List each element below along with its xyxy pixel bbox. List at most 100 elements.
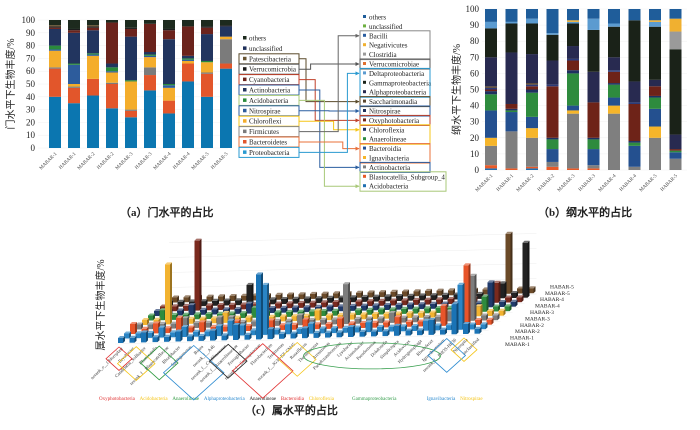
link-chloroflexi xyxy=(299,120,360,132)
bar3d-habar-4 xyxy=(367,299,374,307)
bar-segment-actinobacteria xyxy=(669,158,682,170)
bar-segment-ignavibacteria xyxy=(485,137,497,146)
row-label: MABAR-2 xyxy=(515,329,540,335)
bar3d-mabar-5 xyxy=(269,297,277,305)
caption-a: （a）门水平的占比 xyxy=(120,205,214,219)
bar3d-habar-1 xyxy=(331,326,338,334)
bar-segment-bacteroidia xyxy=(546,149,559,162)
legend-label: Bacilli xyxy=(369,32,388,40)
bar3d-mabar-5 xyxy=(499,281,507,299)
bar-segment-gammaproteobacteria xyxy=(669,49,682,135)
bar-segment-cyanobacteria xyxy=(144,23,156,52)
bar-segment-acidobacteria xyxy=(49,45,61,50)
legend-swatch xyxy=(363,62,366,65)
legend-label: Proteobacteria xyxy=(249,149,290,157)
legend-swatch xyxy=(363,80,366,84)
bar-segment-anaerolineae xyxy=(567,73,579,106)
bar3d-mabar-1 xyxy=(164,334,171,342)
bar-segment-acidobacteria xyxy=(125,80,137,82)
legend-swatch xyxy=(363,15,366,18)
bar-segment-actinobacteria xyxy=(49,28,61,46)
bar-segment-verrucomicrobia xyxy=(87,26,99,28)
bar-segment-bacteroidia xyxy=(526,116,538,129)
bar-segment-oxyphotobacteria xyxy=(587,102,600,138)
bar-segment-oxyphotobacteria xyxy=(628,103,641,142)
bar-segment-others xyxy=(220,20,232,26)
legend-group-box xyxy=(359,30,431,61)
bar3d-habar-1 xyxy=(181,325,189,337)
bar-segment-nitrospirae xyxy=(182,59,194,61)
bar-segment-anaerolineae xyxy=(546,139,559,150)
y-axis-label: 门水平下生物丰度/% xyxy=(4,38,17,129)
bar-segment-deltaproteobacteria xyxy=(587,18,600,30)
bar3d-mabar-1 xyxy=(440,327,447,335)
bar3d-habar-1 xyxy=(308,321,315,334)
bar-segment-ignavibacteria xyxy=(526,128,538,138)
legend-swatch xyxy=(363,184,366,188)
bar-segment-nitrospira xyxy=(485,87,497,90)
bar-segment-actinobacteria xyxy=(485,145,497,166)
bar3d-mabar-1 xyxy=(371,329,378,337)
caption-c: （c）属水平的占比 xyxy=(245,403,338,417)
bar-segment-actinobacteria xyxy=(567,113,579,169)
bar-segment-nitrospirae xyxy=(49,49,61,51)
bar-segment-oxyphotobacteria xyxy=(526,86,538,90)
bar-segment-bacteroidetes xyxy=(87,78,99,96)
x-tick-label: HABAR-4 xyxy=(619,174,638,193)
bar-segment-blastocatellia_subgroup_4 xyxy=(587,168,600,170)
legend-label: Cyanobacteria xyxy=(249,76,290,84)
group-outline xyxy=(208,343,248,379)
bar3d-mabar-1 xyxy=(210,328,217,341)
bar-segment-saccharimonadia xyxy=(526,83,538,85)
bar-segment-nitrospira xyxy=(526,84,538,87)
legend-label: Bacteroidetes xyxy=(249,139,287,147)
legend-swatch xyxy=(363,109,366,112)
bar3d-habar-1 xyxy=(285,322,292,335)
bar-segment-bacteroidetes xyxy=(49,68,61,97)
bar-segment-chloroflexi xyxy=(182,60,194,64)
bar3d-mabar-1 xyxy=(359,329,367,337)
bar-segment-actinobacteria xyxy=(505,131,518,169)
legend-swatch xyxy=(363,71,366,75)
bar-segment-alphaproteobacteria xyxy=(669,134,682,150)
bar3d-habar-1 xyxy=(457,282,465,330)
bar-segment-nitrospira xyxy=(567,58,579,61)
legend-swatch xyxy=(243,88,247,92)
bar3d-mabar-1 xyxy=(302,326,309,339)
legend-group-box xyxy=(359,124,431,145)
bar-segment-alphaproteobacteria xyxy=(608,57,620,71)
bar-segment-verrucomicrobia xyxy=(49,26,61,28)
legend-label: Firmicutes xyxy=(249,128,279,136)
bar-segment-chloroflexia xyxy=(505,108,518,111)
bar-segment-gammaproteobacteria xyxy=(505,23,518,53)
legend-label: others xyxy=(369,14,386,22)
bar3d-habar-2 xyxy=(469,273,477,321)
bar-segment-acidobacteria xyxy=(68,63,80,65)
floor-gridline xyxy=(114,334,483,345)
bar-segment-actinobacteria xyxy=(125,36,137,81)
legend-swatch xyxy=(243,140,247,144)
bar3d-mabar-2 xyxy=(337,316,344,329)
bar-segment-actinobacteria xyxy=(68,32,80,64)
y-tick-label: 30 xyxy=(26,105,36,115)
bar-segment-chloroflexi xyxy=(49,50,61,68)
bar3d-habar-5 xyxy=(287,292,294,300)
legend-swatch xyxy=(363,118,366,122)
bar-segment-others xyxy=(125,20,137,28)
bar-segment-others xyxy=(485,9,497,22)
bar3d-mabar-5 xyxy=(304,296,311,304)
group-label: Bacteroidia xyxy=(281,397,305,402)
bar-segment-bacteroidia xyxy=(608,97,620,106)
x-tick-label: MABAR-2 xyxy=(516,174,536,194)
y-tick-label: 30 xyxy=(470,117,480,127)
bar3d-mabar-1 xyxy=(405,328,413,336)
bar3d-mabar-3 xyxy=(165,262,172,325)
bar-segment-gammaproteobacteria xyxy=(546,34,559,61)
x-tick-label: HABAR-3 xyxy=(135,152,154,171)
bar-segment-patescibacteria xyxy=(87,25,99,27)
bar-segment-firmicutes xyxy=(220,39,232,64)
bar-segment-cyanobacteria xyxy=(201,27,213,35)
